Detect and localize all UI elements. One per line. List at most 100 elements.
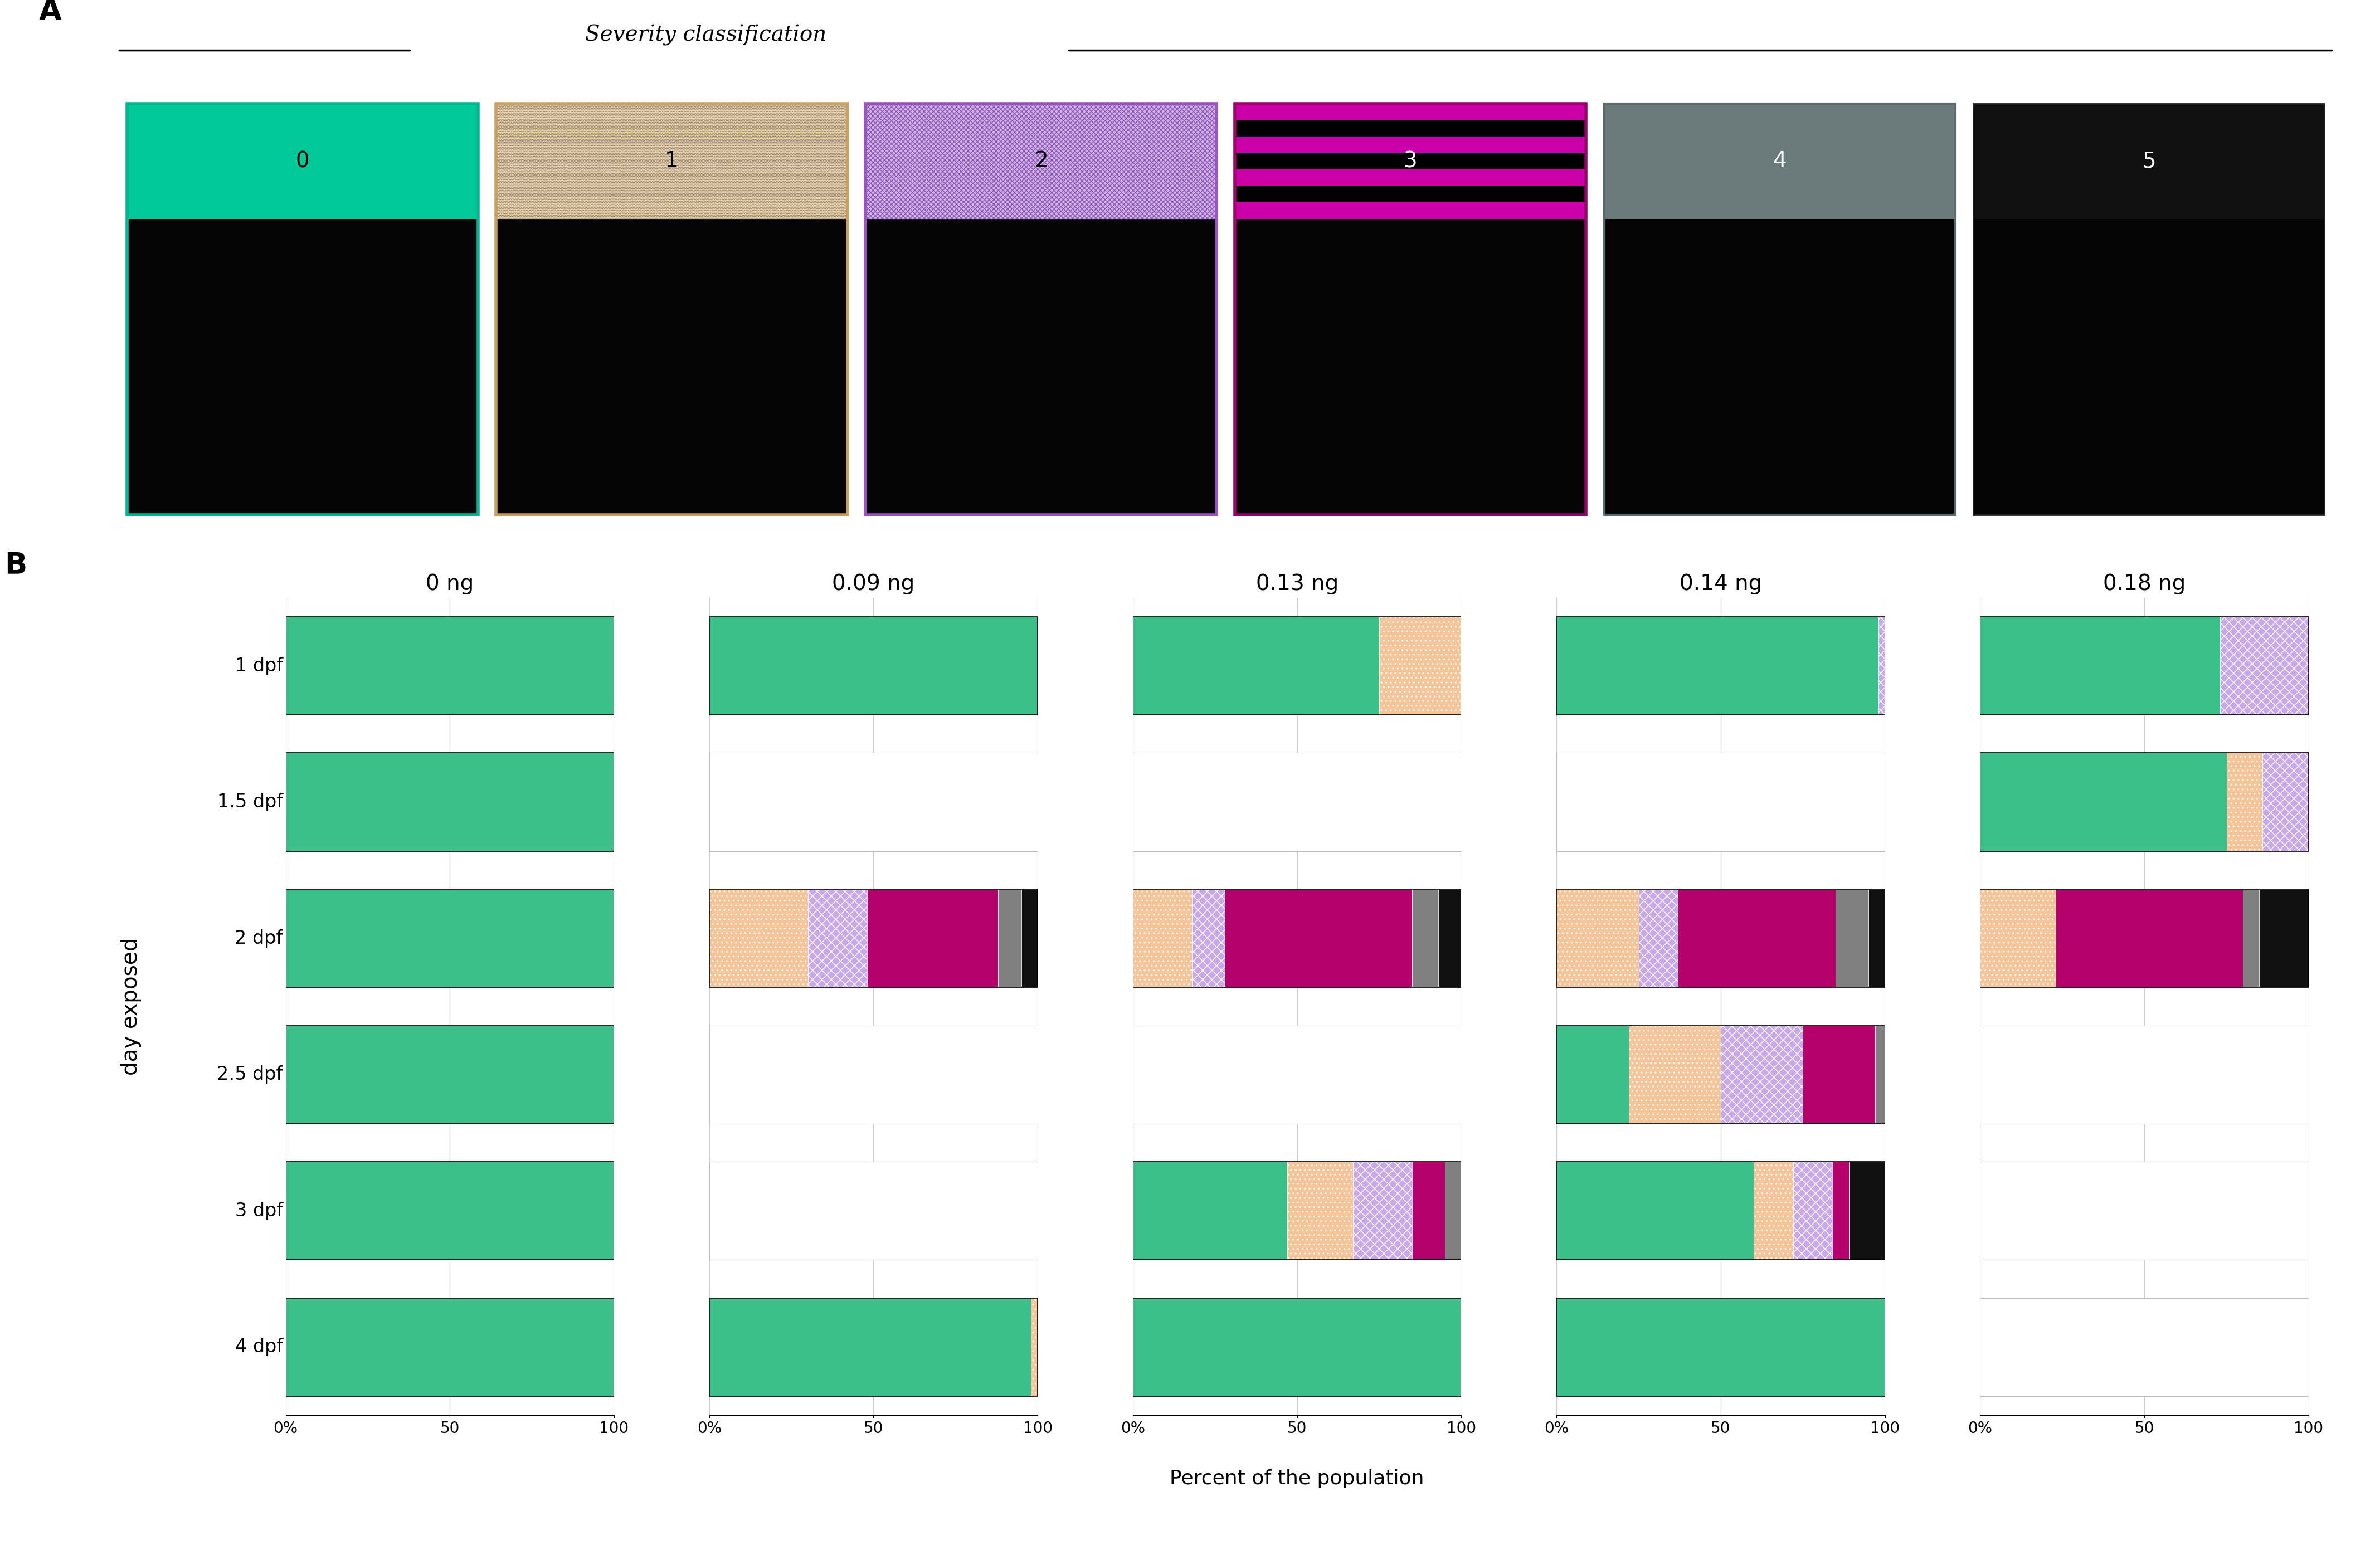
Bar: [866, 219, 1216, 515]
Bar: [1133, 617, 1380, 715]
Bar: [495, 104, 847, 219]
Bar: [1021, 889, 1038, 987]
Bar: [1721, 1025, 1804, 1124]
Text: 3: 3: [1404, 151, 1416, 173]
Bar: [286, 1298, 614, 1396]
Bar: [1235, 187, 1585, 202]
Bar: [1868, 889, 1885, 987]
Bar: [709, 753, 1038, 851]
Bar: [1754, 1162, 1792, 1260]
Title: 0 ng: 0 ng: [426, 574, 474, 594]
Bar: [1980, 1025, 2309, 1124]
Bar: [1557, 753, 1885, 851]
Bar: [1133, 1298, 1461, 1396]
Bar: [866, 104, 1216, 219]
Bar: [1980, 753, 2309, 851]
Bar: [286, 1162, 614, 1260]
Bar: [1604, 104, 1956, 219]
Bar: [1980, 1298, 2309, 1396]
Bar: [866, 104, 1216, 515]
Bar: [1557, 617, 1878, 715]
Bar: [1604, 219, 1956, 515]
Text: 0: 0: [295, 151, 309, 173]
Bar: [1980, 753, 2225, 851]
Bar: [126, 104, 478, 515]
Bar: [1804, 1025, 1875, 1124]
Text: day exposed: day exposed: [121, 938, 140, 1076]
Bar: [1133, 889, 1192, 987]
Bar: [1557, 889, 1885, 987]
Bar: [2242, 889, 2259, 987]
Bar: [1235, 202, 1585, 219]
Title: 0.18 ng: 0.18 ng: [2104, 574, 2185, 594]
Bar: [807, 889, 866, 987]
Bar: [1792, 1162, 1833, 1260]
Bar: [866, 889, 997, 987]
Bar: [709, 1298, 1038, 1396]
Bar: [709, 617, 1038, 715]
Bar: [1352, 1162, 1411, 1260]
Bar: [2263, 753, 2309, 851]
Bar: [286, 1025, 614, 1124]
Bar: [1411, 1162, 1445, 1260]
Bar: [286, 1025, 614, 1124]
Bar: [1235, 169, 1585, 187]
Bar: [1849, 1162, 1885, 1260]
Text: 1: 1: [664, 151, 678, 173]
Bar: [709, 1025, 1038, 1124]
Bar: [1235, 152, 1585, 169]
Bar: [495, 104, 847, 515]
Bar: [1835, 889, 1868, 987]
Bar: [286, 1162, 614, 1260]
Bar: [1980, 617, 2309, 715]
Bar: [1411, 889, 1438, 987]
Title: 0.14 ng: 0.14 ng: [1680, 574, 1761, 594]
Bar: [1288, 1162, 1352, 1260]
Bar: [1235, 104, 1585, 120]
Bar: [1031, 1298, 1038, 1396]
Bar: [1133, 753, 1461, 851]
Text: 4: 4: [1773, 151, 1787, 173]
Bar: [1133, 617, 1461, 715]
Bar: [1557, 1025, 1628, 1124]
Text: 5: 5: [2142, 151, 2156, 173]
Bar: [1980, 1162, 2309, 1260]
Bar: [709, 889, 807, 987]
Bar: [1557, 889, 1637, 987]
Bar: [1980, 617, 2221, 715]
Bar: [126, 104, 478, 219]
Bar: [997, 889, 1021, 987]
Bar: [1678, 889, 1835, 987]
Bar: [709, 1162, 1038, 1260]
Bar: [709, 617, 1038, 715]
Bar: [1235, 219, 1585, 515]
Bar: [1133, 1025, 1461, 1124]
Bar: [286, 889, 614, 987]
Bar: [1133, 1298, 1461, 1396]
Bar: [709, 1298, 1031, 1396]
Bar: [1235, 120, 1585, 137]
Bar: [1973, 104, 2325, 219]
Bar: [1878, 617, 1885, 715]
Bar: [1637, 889, 1678, 987]
Bar: [1557, 617, 1885, 715]
Bar: [1557, 1298, 1885, 1396]
Title: 0.13 ng: 0.13 ng: [1257, 574, 1338, 594]
Bar: [2259, 889, 2309, 987]
Bar: [1557, 1162, 1754, 1260]
Bar: [1192, 889, 1226, 987]
Bar: [286, 617, 614, 715]
Bar: [1438, 889, 1461, 987]
Bar: [2225, 753, 2263, 851]
Bar: [1973, 104, 2325, 515]
Bar: [126, 219, 478, 515]
Text: B: B: [5, 550, 26, 580]
Bar: [1133, 889, 1461, 987]
Bar: [2221, 617, 2309, 715]
Bar: [1980, 889, 2309, 987]
Bar: [286, 889, 614, 987]
Bar: [1604, 104, 1956, 515]
Bar: [1557, 1162, 1885, 1260]
Bar: [1445, 1162, 1461, 1260]
Text: Severity classification: Severity classification: [585, 25, 826, 45]
